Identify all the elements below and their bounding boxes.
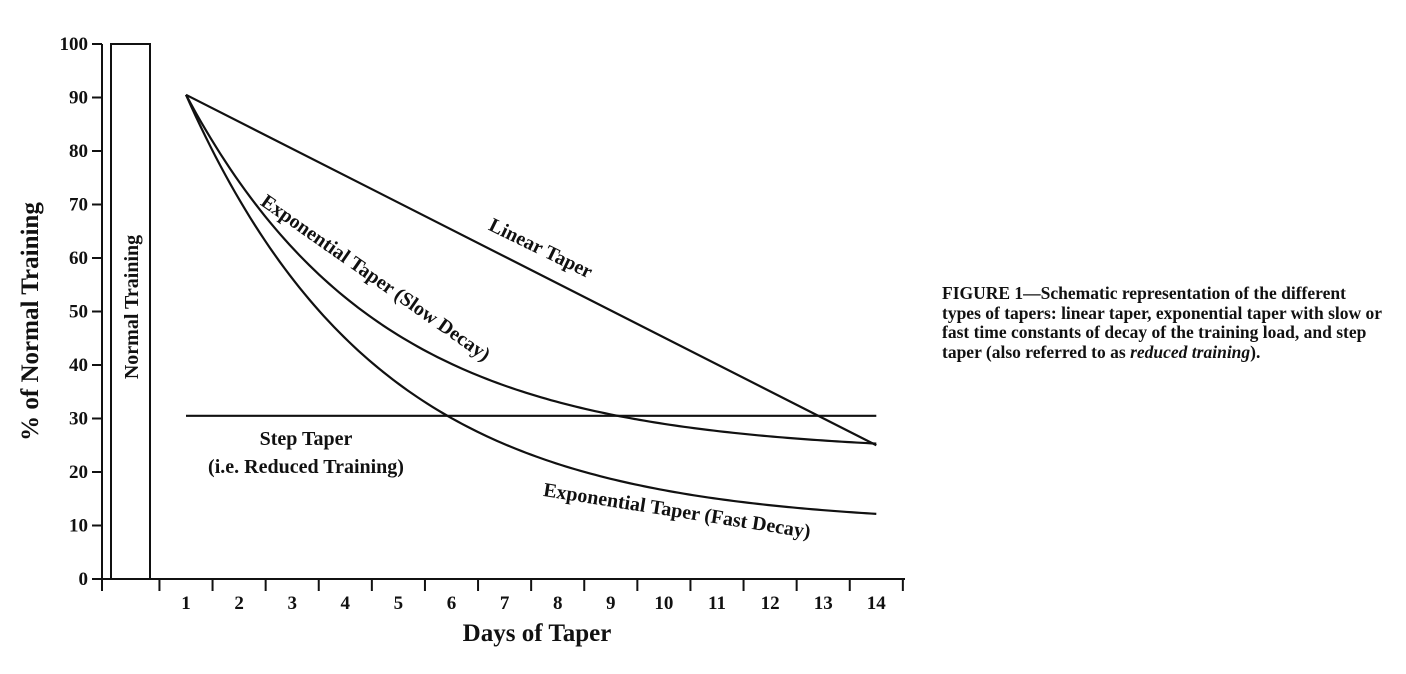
normal-training-label: Normal Training: [121, 235, 143, 379]
x-tick-label: 1: [181, 593, 191, 614]
x-tick-label: 13: [814, 593, 833, 614]
y-tick-label: 50: [69, 302, 88, 323]
x-tick-label: 9: [606, 593, 616, 614]
x-tick-label: 6: [447, 593, 457, 614]
x-axis-title: Days of Taper: [463, 620, 612, 647]
slow-decay-curve: [185, 94, 877, 445]
y-tick-label: 70: [69, 195, 88, 216]
x-tick-label: 5: [394, 593, 404, 614]
figure-caption: FIGURE 1—Schematic representation of the…: [942, 283, 1382, 362]
y-tick-label: 0: [79, 569, 89, 590]
x-tick-label: 7: [500, 593, 510, 614]
y-tick-label: 30: [69, 409, 88, 430]
fast-decay-curve: [184, 94, 877, 515]
linear-taper-line: [185, 93, 877, 447]
caption-lead: FIGURE 1—Schematic representation of the…: [942, 283, 1382, 362]
step-taper-label: Step Taper: [260, 428, 353, 450]
chart-marks: [110, 43, 877, 580]
x-tick-label: 3: [287, 593, 297, 614]
normal-training-bar: [110, 43, 151, 580]
y-tick-label: 40: [69, 355, 88, 376]
step-taper-sublabel: (i.e. Reduced Training): [208, 456, 404, 478]
y-tick-label: 100: [60, 34, 89, 55]
chart-axes: [101, 44, 905, 580]
y-tick-label: 90: [69, 88, 88, 109]
fast-decay-label: Exponential Taper (Fast Decay): [542, 479, 812, 543]
x-tick-label: 14: [867, 593, 887, 614]
caption-emphasis: reduced training: [1130, 341, 1251, 362]
x-tick-label: 2: [234, 593, 244, 614]
x-tick-label: 11: [708, 593, 726, 614]
y-tick-label: 80: [69, 141, 88, 162]
y-tick-label: 20: [69, 462, 88, 483]
y-tick-label: 60: [69, 248, 88, 269]
y-axis-title: % of Normal Training: [17, 202, 44, 441]
linear-taper-label: Linear Taper: [485, 214, 596, 283]
x-tick-label: 12: [761, 593, 780, 614]
x-tick-label: 4: [341, 593, 351, 614]
y-tick-label: 10: [69, 516, 88, 537]
caption-tail: ).: [1250, 341, 1261, 362]
x-tick-label: 8: [553, 593, 563, 614]
x-tick-label: 10: [654, 593, 673, 614]
